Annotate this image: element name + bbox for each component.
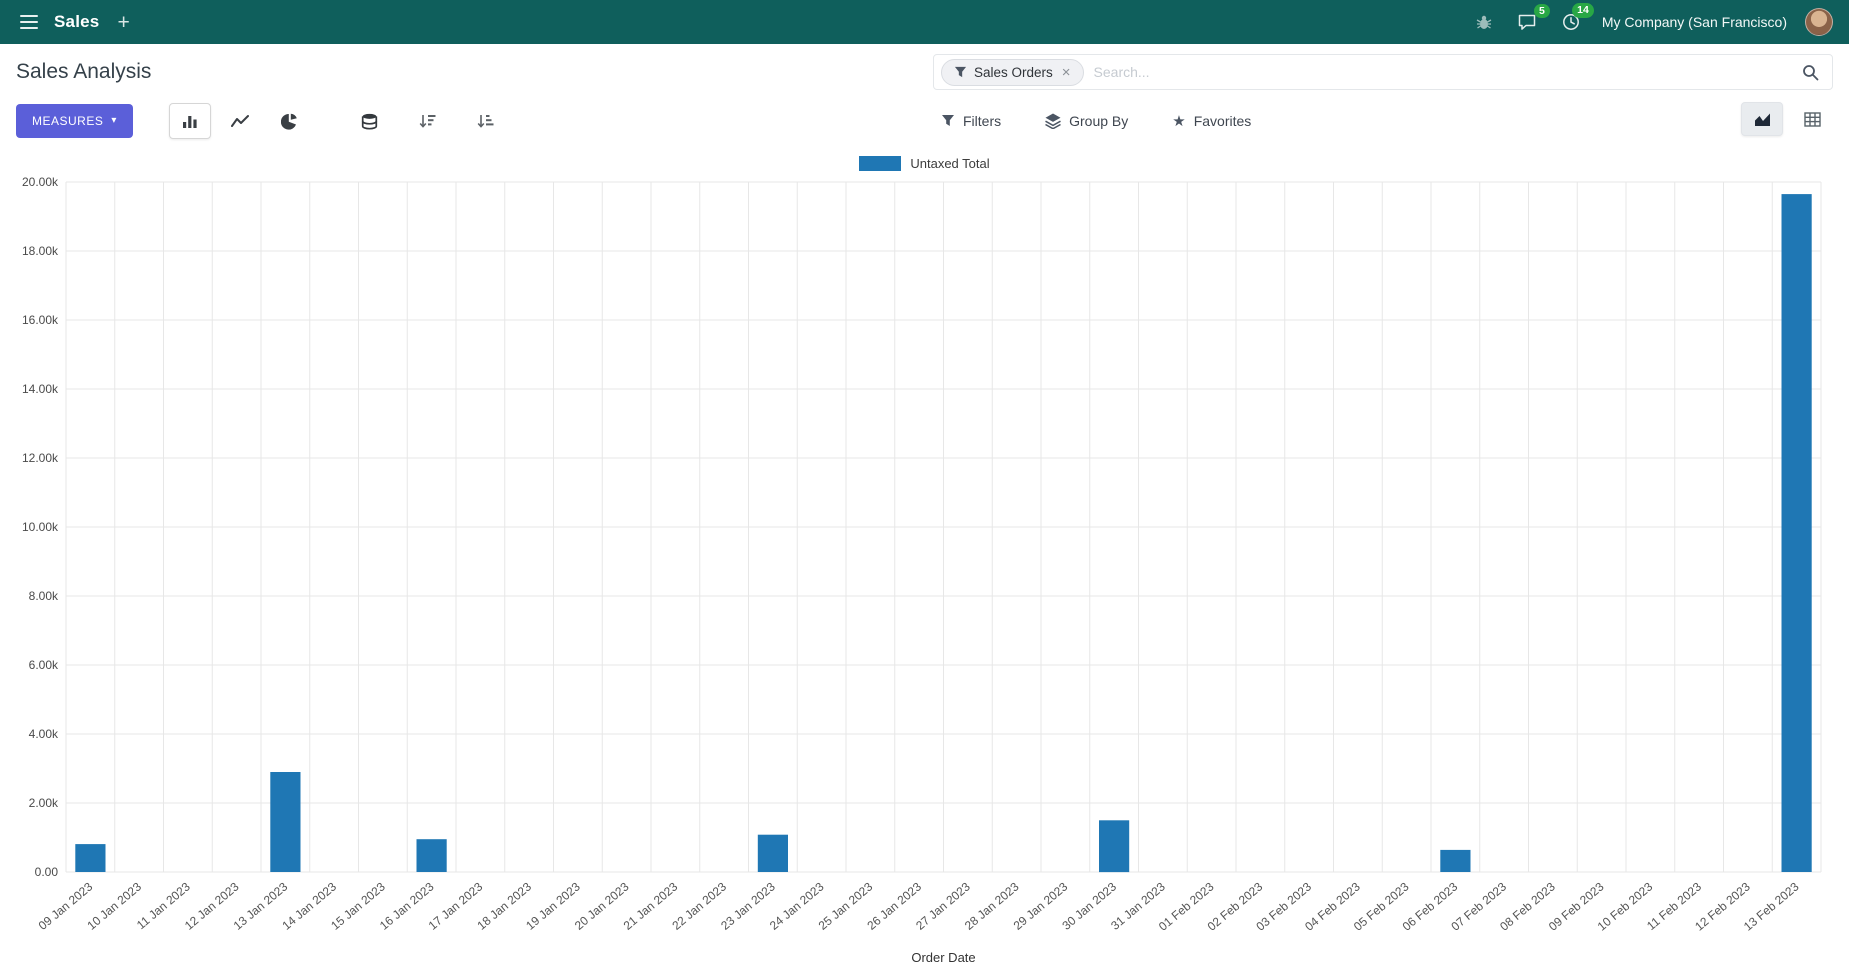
y-axis-labels: 0.00 2.00k 4.00k 6.00k 8.00k 10.00k 12.00k 14.0… xyxy=(22,176,59,879)
area-chart-icon xyxy=(1754,113,1770,126)
debug-button[interactable] xyxy=(1472,10,1496,34)
chart-area: Untaxed Total 0.00 2.00k 4.00k 6.00k 8.00k 10… xyxy=(0,146,1849,968)
svg-text:14.00k: 14.00k xyxy=(22,382,59,396)
search-facet-sales-orders[interactable]: Sales Orders × xyxy=(941,58,1084,86)
hamburger-menu-icon xyxy=(20,15,38,29)
measures-button[interactable]: MEASURES ▾ xyxy=(16,104,133,138)
top-navbar: Sales + 5 14 My Company (San Francisco) xyxy=(0,0,1849,44)
clock-icon xyxy=(1562,14,1579,30)
pivot-view-button[interactable] xyxy=(1791,102,1833,136)
line-chart-button[interactable] xyxy=(219,103,261,139)
stacked-toggle-button[interactable] xyxy=(349,103,391,139)
company-switcher[interactable]: My Company (San Francisco) xyxy=(1601,14,1787,30)
svg-text:0.00: 0.00 xyxy=(35,865,59,879)
bar-13-jan-2023[interactable] xyxy=(270,772,301,872)
search-icon[interactable] xyxy=(1802,64,1819,81)
bug-icon xyxy=(1476,15,1492,29)
sales-analysis-bar-chart: 0.00 2.00k 4.00k 6.00k 8.00k 10.00k 12.00k 14.0… xyxy=(22,176,1822,965)
bar-09-jan-2023[interactable] xyxy=(75,844,106,872)
svg-text:2.00k: 2.00k xyxy=(29,796,59,810)
filter-funnel-icon xyxy=(954,66,967,77)
view-controls: MEASURES ▾ xyxy=(16,102,1833,140)
bars xyxy=(75,194,1812,873)
group-by-button[interactable]: Group By xyxy=(1039,112,1134,130)
bar-06-feb-2023[interactable] xyxy=(1440,849,1471,872)
x-gridlines xyxy=(65,182,1822,872)
svg-text:4.00k: 4.00k xyxy=(29,727,59,741)
messages-badge: 5 xyxy=(1533,3,1550,18)
bar-30-jan-2023[interactable] xyxy=(1099,820,1130,873)
svg-text:16.00k: 16.00k xyxy=(22,313,59,327)
new-tab-button[interactable]: + xyxy=(113,8,133,37)
svg-text:12.00k: 12.00k xyxy=(22,451,59,465)
activities-badge: 14 xyxy=(1572,3,1594,18)
sort-descending-button[interactable] xyxy=(407,103,449,139)
favorites-label: Favorites xyxy=(1193,113,1252,129)
svg-text:6.00k: 6.00k xyxy=(29,658,59,672)
group-by-label: Group By xyxy=(1069,113,1129,129)
bar-23-jan-2023[interactable] xyxy=(757,834,788,872)
bar-chart-icon xyxy=(182,115,197,128)
chat-bubble-icon xyxy=(1518,14,1536,30)
line-chart-icon xyxy=(230,115,249,127)
app-name[interactable]: Sales xyxy=(54,12,100,31)
graph-view-button[interactable] xyxy=(1741,102,1783,136)
svg-text:18.00k: 18.00k xyxy=(22,244,59,258)
bar-16-jan-2023[interactable] xyxy=(416,839,447,872)
svg-text:20.00k: 20.00k xyxy=(22,176,59,189)
facet-label: Sales Orders xyxy=(974,64,1053,80)
svg-text:8.00k: 8.00k xyxy=(29,589,59,603)
svg-text:10.00k: 10.00k xyxy=(22,520,59,534)
stacked-database-icon xyxy=(362,113,378,130)
apps-menu-button[interactable] xyxy=(16,11,42,33)
pivot-table-icon xyxy=(1803,111,1821,127)
star-icon: ★ xyxy=(1172,112,1186,130)
page-title: Sales Analysis xyxy=(16,60,152,83)
user-avatar[interactable] xyxy=(1805,8,1833,36)
legend-label: Untaxed Total xyxy=(910,155,990,171)
search-input[interactable] xyxy=(1083,64,1802,80)
control-panel: Sales Analysis Sales Orders × MEASURES ▾ xyxy=(0,44,1849,146)
navbar-right: 5 14 My Company (San Francisco) xyxy=(1472,3,1833,36)
favorites-button[interactable]: ★ Favorites xyxy=(1166,112,1257,130)
messages-button[interactable]: 5 xyxy=(1514,3,1550,35)
chart-legend[interactable]: Untaxed Total xyxy=(12,150,1837,176)
filters-funnel-icon xyxy=(942,115,954,126)
filters-button[interactable]: Filters xyxy=(935,112,1007,130)
measures-label: MEASURES xyxy=(32,114,104,128)
caret-down-icon: ▾ xyxy=(111,115,117,126)
legend-swatch xyxy=(859,155,902,171)
bar-chart-button[interactable] xyxy=(168,103,211,139)
view-switcher xyxy=(1741,102,1833,136)
sort-amount-asc-icon xyxy=(477,115,494,128)
layers-icon xyxy=(1045,113,1061,129)
pie-chart-button[interactable] xyxy=(269,103,311,139)
pie-chart-icon xyxy=(281,113,298,130)
activities-button[interactable]: 14 xyxy=(1558,3,1594,35)
svg-text:10 Jan 2023: 10 Jan 2023 xyxy=(84,879,144,932)
facet-remove-button[interactable]: × xyxy=(1061,63,1071,81)
search-options: Filters Group By ★ Favorites xyxy=(935,102,1257,140)
bar-13-feb-2023[interactable] xyxy=(1781,194,1812,873)
search-bar[interactable]: Sales Orders × xyxy=(933,54,1833,90)
chart-type-group xyxy=(168,103,311,139)
filters-label: Filters xyxy=(963,113,1002,129)
sort-ascending-button[interactable] xyxy=(465,103,507,139)
sort-amount-desc-icon xyxy=(419,115,436,128)
